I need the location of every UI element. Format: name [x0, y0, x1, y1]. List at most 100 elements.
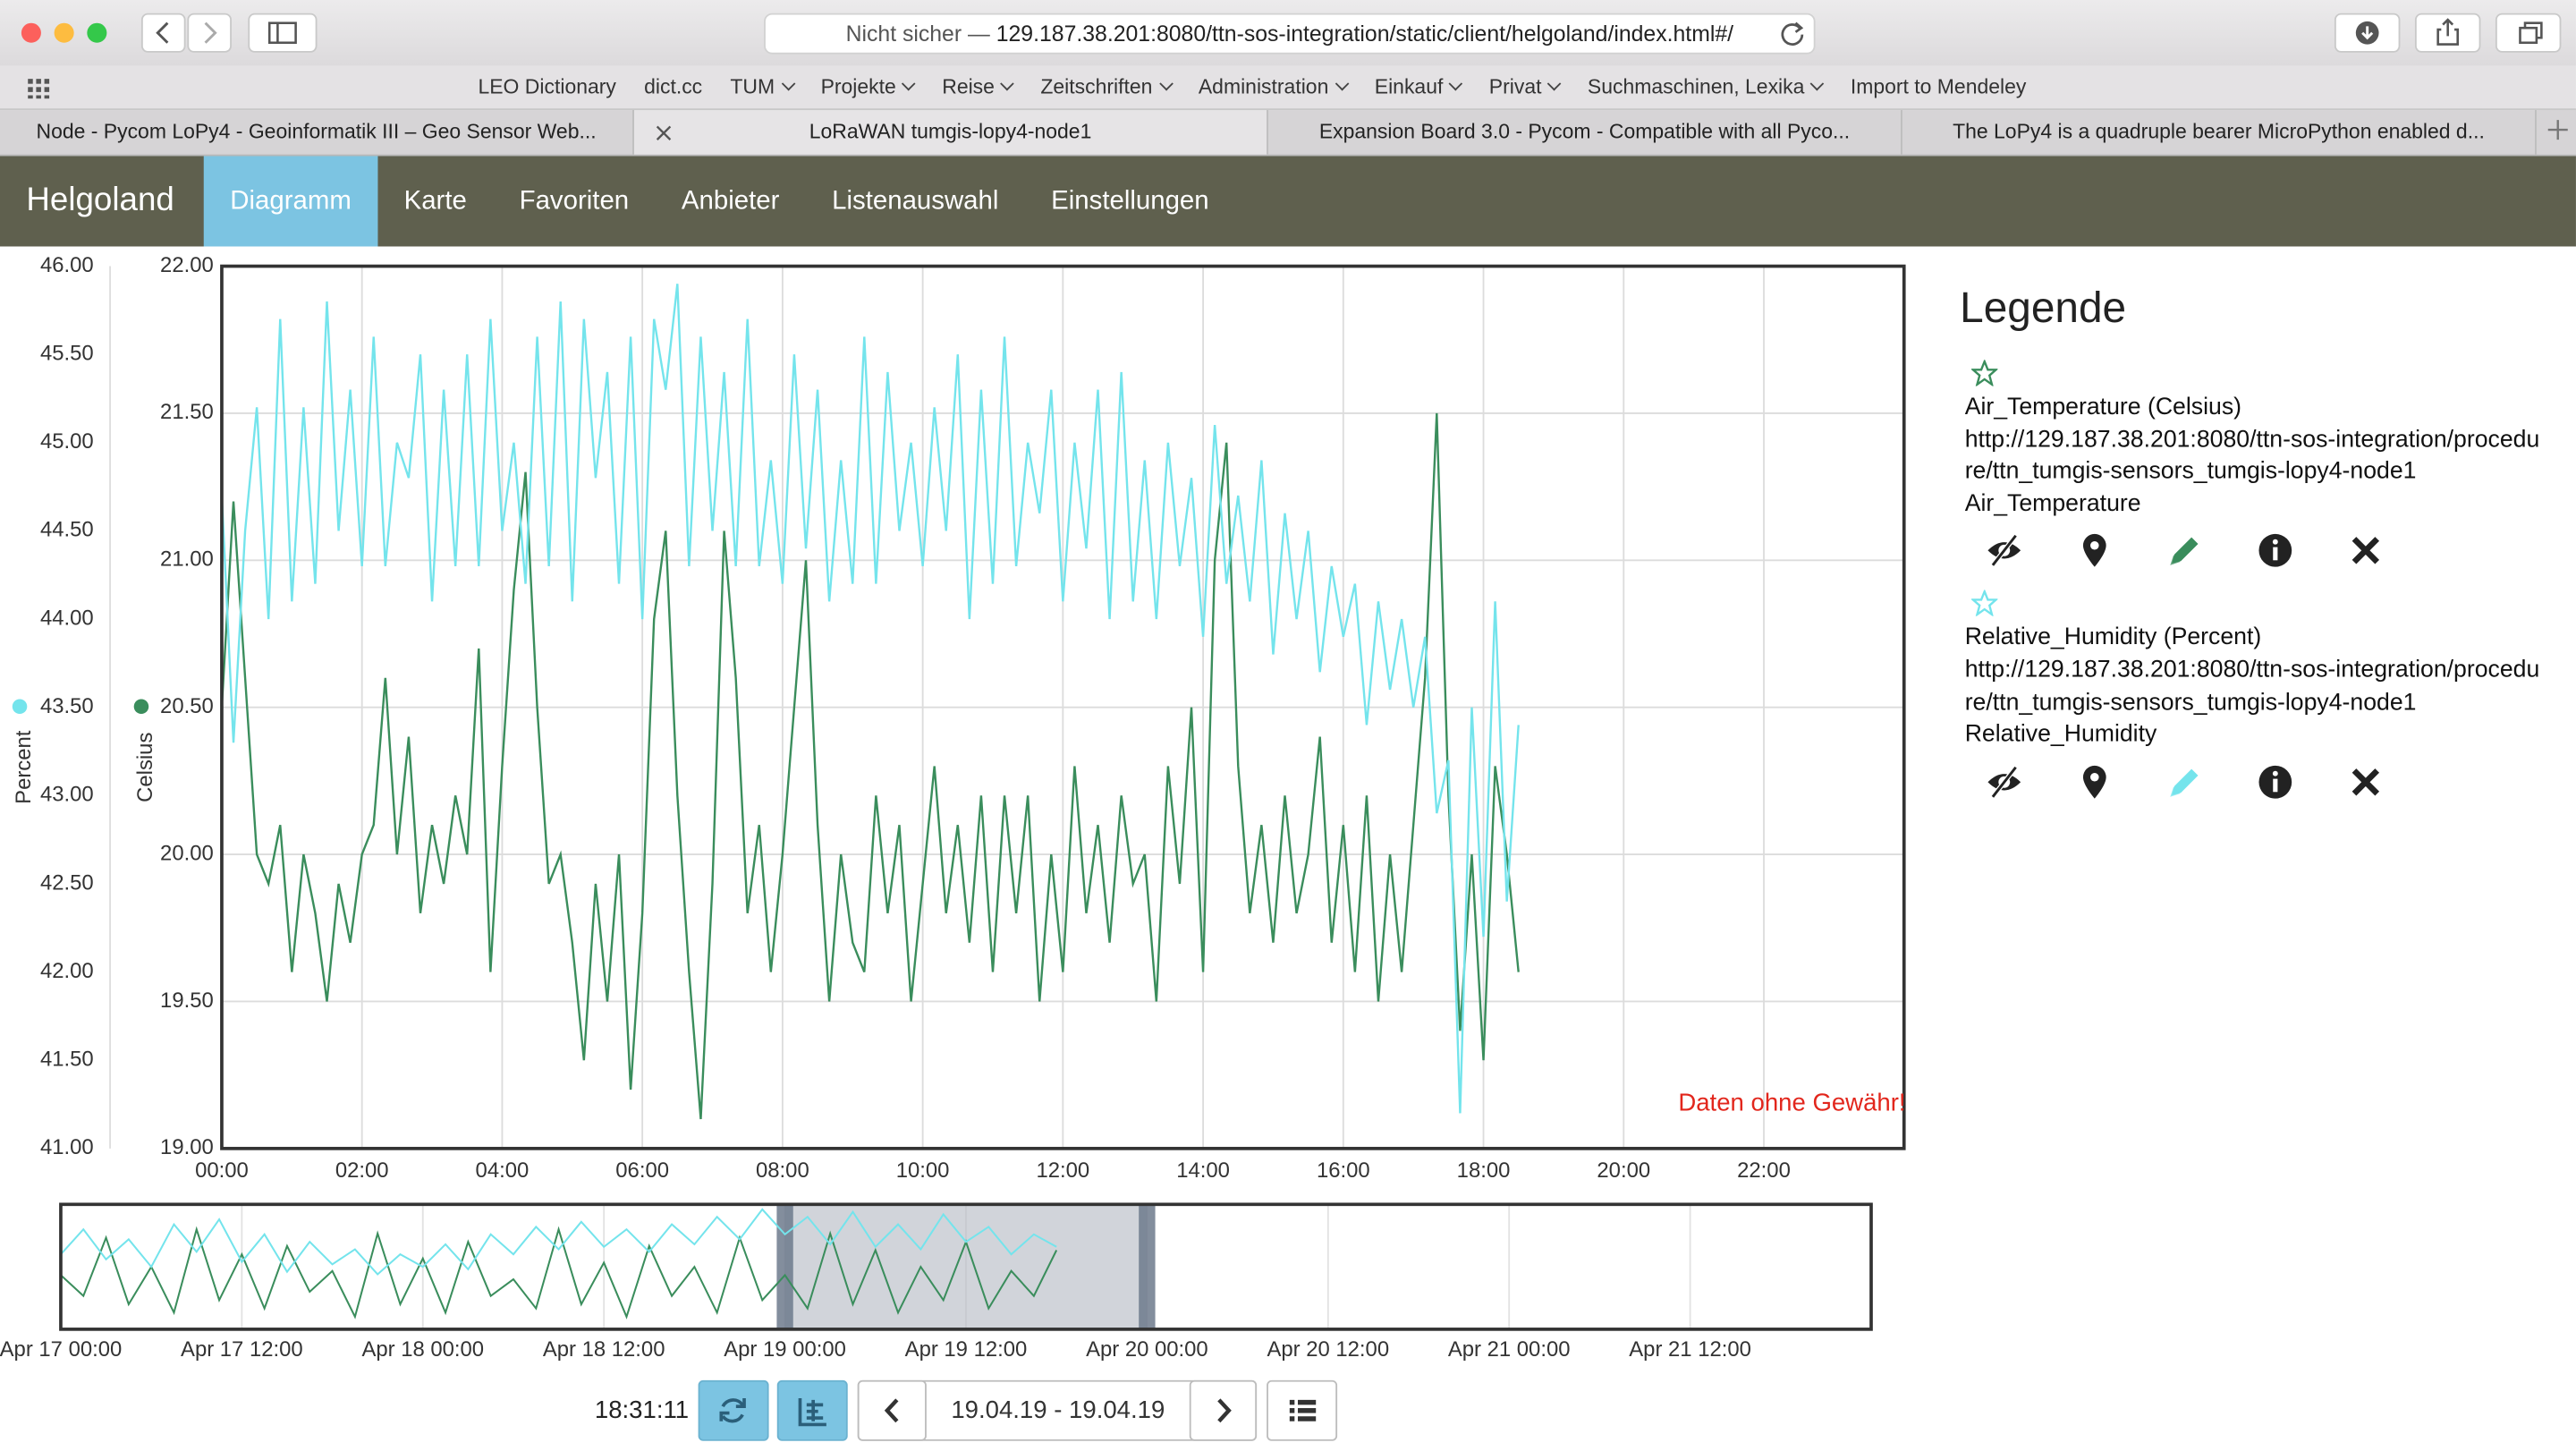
- tab-title: The LoPy4 is a quadruple bearer MicroPyt…: [1953, 120, 2485, 143]
- x-tick-label: Apr 17 12:00: [181, 1337, 303, 1362]
- series-line: [220, 412, 1520, 1120]
- visibility-icon[interactable]: [1985, 531, 2024, 571]
- phenomenon: Air_Temperature: [1964, 490, 2141, 518]
- previous-button[interactable]: [857, 1379, 927, 1441]
- tabs-button[interactable]: [2495, 13, 2562, 53]
- x-tick-label: 02:00: [335, 1158, 389, 1183]
- nav-item[interactable]: Diagramm: [203, 156, 378, 247]
- x-tick-label: Apr 20 00:00: [1086, 1337, 1208, 1362]
- close-window[interactable]: [21, 22, 41, 43]
- browser-tab[interactable]: The LoPy4 is a quadruple bearer MicroPyt…: [1902, 110, 2537, 155]
- bookmark[interactable]: Projekte: [821, 65, 914, 110]
- bookmark[interactable]: TUM: [730, 65, 792, 110]
- tab-close-icon[interactable]: [656, 125, 672, 141]
- address-prefix: Nicht sicher —: [845, 21, 990, 47]
- favorite-star[interactable]: [1971, 360, 1998, 386]
- plus-icon: [2546, 120, 2567, 140]
- downloads-button[interactable]: [2334, 13, 2401, 53]
- remove-icon[interactable]: [2346, 531, 2385, 571]
- sidebar-button[interactable]: [248, 13, 318, 53]
- share-button[interactable]: [2414, 13, 2481, 53]
- next-icon: [1217, 1398, 1232, 1423]
- bookmark[interactable]: LEO Dictionary: [478, 75, 616, 99]
- nav-item[interactable]: Karte: [403, 187, 467, 216]
- minimize-window[interactable]: [54, 22, 74, 43]
- selection-handle[interactable]: [776, 1204, 793, 1329]
- bookmark[interactable]: Suchmaschinen, Lexika: [1588, 65, 1823, 110]
- reload-icon[interactable]: [1777, 18, 1807, 47]
- x-tick-label: Apr 21 00:00: [1448, 1337, 1571, 1362]
- nav-item[interactable]: Favoriten: [519, 187, 630, 216]
- legend-actions: [1985, 762, 2552, 802]
- icon-shape: [2170, 786, 2181, 797]
- sidebar-icon: [267, 21, 297, 45]
- info-icon[interactable]: [2256, 762, 2295, 802]
- icon-shape: [2090, 541, 2099, 551]
- y2-axis-title: Percent: [12, 730, 36, 804]
- bookmark[interactable]: Zeitschriften: [1040, 65, 1170, 110]
- series-line: [60, 1226, 1058, 1319]
- zoom-window[interactable]: [87, 22, 107, 43]
- plot-frame: [59, 1202, 1873, 1331]
- address-url: 129.187.38.201:8080/ttn-sos-integration/…: [996, 21, 1734, 47]
- bookmark[interactable]: Administration: [1199, 65, 1347, 110]
- remove-icon[interactable]: [2346, 762, 2385, 802]
- edit-color-icon[interactable]: [2165, 762, 2205, 802]
- nav-item[interactable]: Einstellungen: [1051, 187, 1209, 216]
- nav-item[interactable]: Listenauswahl: [832, 187, 999, 216]
- bookmark[interactable]: dict.cc: [644, 75, 703, 99]
- app-navbar: Helgoland Diagramm Karte Favoriten Anbieter…: [0, 156, 2576, 247]
- x-tick-label: Apr 19 12:00: [905, 1337, 1028, 1362]
- refresh-button[interactable]: [698, 1379, 769, 1441]
- back-icon: [156, 21, 169, 44]
- y2-tick-label: 44.00: [40, 606, 94, 630]
- x-tick-label: 04:00: [476, 1158, 530, 1183]
- current-time: 18:31:11: [594, 1396, 690, 1425]
- new-tab-button[interactable]: [2538, 110, 2576, 155]
- legend: Legende Air_Temperature (Celsius) http://…: [1960, 283, 2551, 821]
- location-icon[interactable]: [2075, 762, 2114, 802]
- overview-toggle-button[interactable]: [776, 1379, 848, 1441]
- bookmark[interactable]: Reise: [942, 65, 1013, 110]
- next-button[interactable]: [1189, 1379, 1258, 1441]
- browser-tab[interactable]: LoRaWAN tumgis-lopy4-node1: [633, 110, 1268, 155]
- x-tick-label: 14:00: [1176, 1158, 1230, 1183]
- bookmark[interactable]: Import to Mendeley: [1850, 75, 2027, 99]
- y-tick-label: 19.00: [160, 1135, 214, 1159]
- y2-tick-label: 44.50: [40, 518, 94, 542]
- y2-tick-label: 41.00: [40, 1135, 94, 1159]
- apps-grid-icon[interactable]: [26, 77, 55, 100]
- selection-handle[interactable]: [1139, 1204, 1156, 1329]
- x-tick-label: Apr 21 12:00: [1629, 1337, 1751, 1362]
- back-button[interactable]: [140, 13, 186, 53]
- legend-entry: Relative_Humidity (Percent) http://129.18…: [1965, 590, 2552, 802]
- nav-item[interactable]: Anbieter: [681, 187, 780, 216]
- phenomenon: Relative_Humidity: [1964, 721, 2157, 748]
- browser-tab[interactable]: Expansion Board 3.0 - Pycom - Compatible…: [1268, 110, 1902, 155]
- edit-color-icon[interactable]: [2165, 531, 2205, 571]
- series-name: Relative_Humidity (Percent): [1964, 624, 2262, 652]
- star-shape: [1971, 590, 1998, 617]
- tab-title: Node - Pycom LoPy4 - Geoinformatik III –…: [36, 120, 597, 143]
- icon-shape: [2351, 537, 2380, 565]
- list-icon: [1289, 1399, 1317, 1421]
- browser-tab[interactable]: Node - Pycom LoPy4 - Geoinformatik III –…: [0, 110, 634, 155]
- x-tick-label: Apr 18 12:00: [543, 1337, 665, 1362]
- address-bar[interactable]: Nicht sicher — 129.187.38.201:8080/ttn-s…: [764, 13, 1816, 55]
- forward-button[interactable]: [187, 13, 232, 53]
- info-icon[interactable]: [2256, 531, 2295, 571]
- bookmark[interactable]: Privat: [1489, 65, 1560, 110]
- procedure-url: http://129.187.38.201:8080/ttn-sos-integ…: [1964, 657, 2540, 716]
- date-range[interactable]: 19.04.19 - 19.04.19: [951, 1396, 1165, 1425]
- brand[interactable]: Helgoland: [26, 182, 174, 219]
- y2-tick-label: 43.00: [40, 783, 94, 807]
- location-icon[interactable]: [2075, 531, 2114, 571]
- tab-title: LoRaWAN tumgis-lopy4-node1: [809, 120, 1092, 143]
- visibility-icon[interactable]: [1985, 762, 2024, 802]
- bookmark[interactable]: Einkauf: [1375, 65, 1462, 110]
- axis-series-dot: [133, 699, 149, 715]
- x-tick-label: Apr 20 12:00: [1267, 1337, 1389, 1362]
- favorite-star[interactable]: [1971, 590, 1998, 617]
- list-button[interactable]: [1267, 1379, 1338, 1441]
